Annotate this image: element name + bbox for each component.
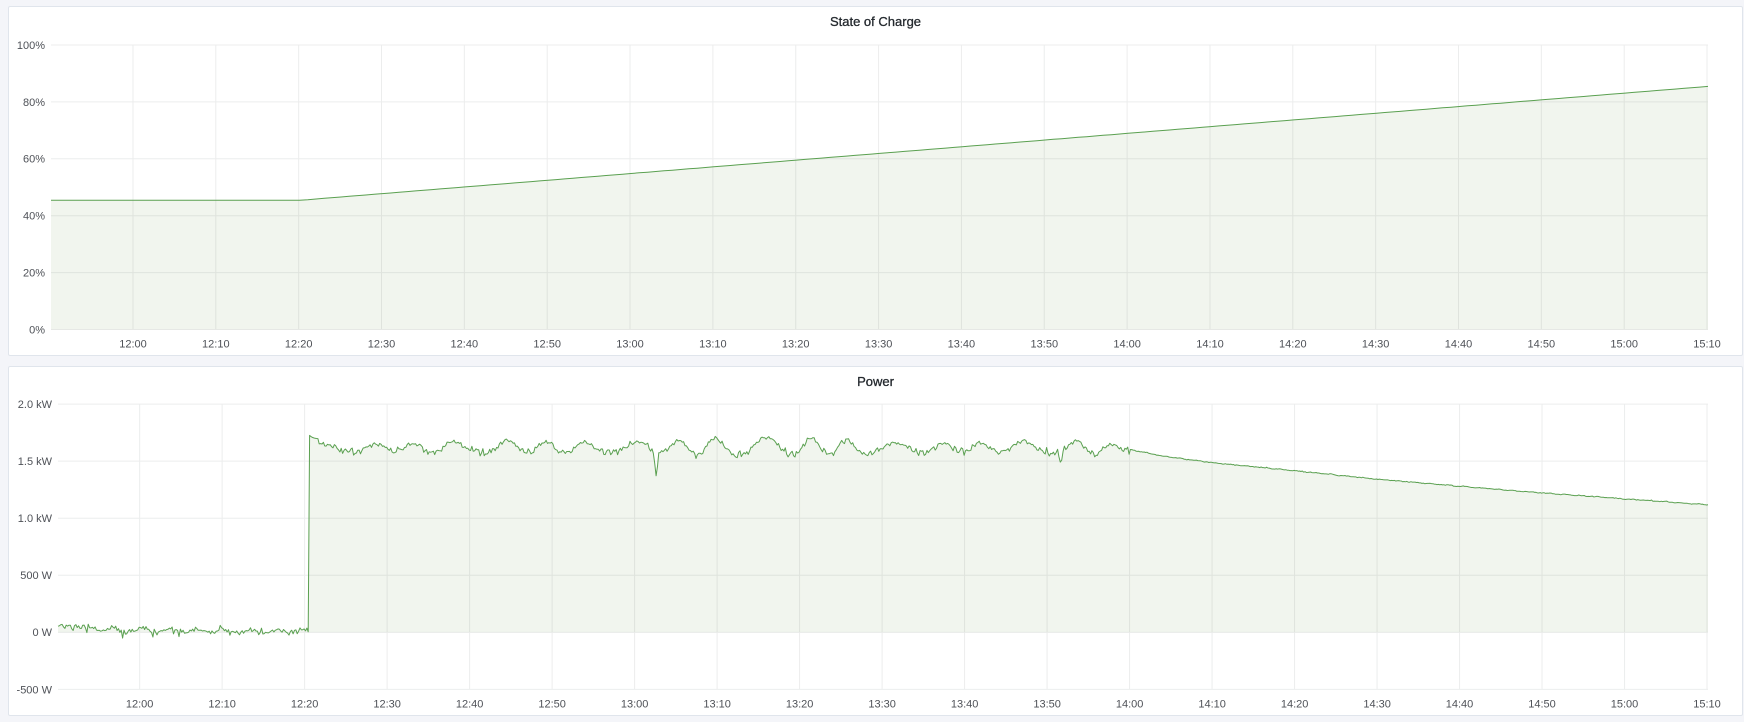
svg-text:14:50: 14:50 (1528, 698, 1556, 710)
svg-text:13:00: 13:00 (616, 339, 644, 351)
svg-text:15:10: 15:10 (1693, 339, 1721, 351)
svg-text:0%: 0% (29, 324, 45, 336)
svg-text:14:10: 14:10 (1196, 339, 1224, 351)
svg-text:12:20: 12:20 (291, 698, 319, 710)
svg-text:1.5 kW: 1.5 kW (18, 456, 53, 468)
svg-text:14:10: 14:10 (1198, 698, 1226, 710)
svg-text:12:10: 12:10 (202, 339, 230, 351)
svg-text:13:50: 13:50 (1031, 339, 1059, 351)
svg-text:12:00: 12:00 (119, 339, 147, 351)
svg-text:13:10: 13:10 (703, 698, 731, 710)
svg-text:12:30: 12:30 (373, 698, 401, 710)
svg-text:12:20: 12:20 (285, 339, 313, 351)
svg-text:2.0 kW: 2.0 kW (18, 399, 53, 411)
svg-text:15:10: 15:10 (1693, 698, 1721, 710)
svg-text:60%: 60% (23, 154, 45, 166)
svg-text:13:30: 13:30 (868, 698, 896, 710)
svg-text:14:50: 14:50 (1528, 339, 1556, 351)
svg-text:20%: 20% (23, 268, 45, 280)
svg-text:14:30: 14:30 (1363, 698, 1391, 710)
svg-text:13:10: 13:10 (699, 339, 727, 351)
svg-text:14:00: 14:00 (1116, 698, 1144, 710)
svg-text:13:20: 13:20 (786, 698, 814, 710)
svg-text:14:20: 14:20 (1281, 698, 1309, 710)
svg-text:13:40: 13:40 (948, 339, 976, 351)
svg-text:15:00: 15:00 (1611, 698, 1639, 710)
svg-text:13:40: 13:40 (951, 698, 979, 710)
svg-text:14:20: 14:20 (1279, 339, 1307, 351)
svg-text:13:30: 13:30 (865, 339, 893, 351)
svg-text:13:50: 13:50 (1033, 698, 1061, 710)
svg-text:500 W: 500 W (20, 570, 52, 582)
svg-text:12:50: 12:50 (533, 339, 561, 351)
svg-text:14:00: 14:00 (1113, 339, 1141, 351)
svg-text:12:10: 12:10 (208, 698, 236, 710)
svg-text:-500 W: -500 W (17, 684, 53, 696)
svg-text:12:00: 12:00 (126, 698, 154, 710)
svg-text:12:40: 12:40 (456, 698, 484, 710)
svg-text:40%: 40% (23, 211, 45, 223)
svg-text:12:50: 12:50 (538, 698, 566, 710)
svg-text:12:40: 12:40 (451, 339, 479, 351)
svg-text:15:00: 15:00 (1610, 339, 1638, 351)
svg-text:80%: 80% (23, 97, 45, 109)
svg-text:13:20: 13:20 (782, 339, 810, 351)
svg-text:0 W: 0 W (32, 627, 52, 639)
svg-text:14:30: 14:30 (1362, 339, 1390, 351)
svg-text:14:40: 14:40 (1446, 698, 1474, 710)
svg-text:13:00: 13:00 (621, 698, 649, 710)
svg-text:1.0 kW: 1.0 kW (18, 513, 53, 525)
svg-text:14:40: 14:40 (1445, 339, 1473, 351)
svg-text:12:30: 12:30 (368, 339, 396, 351)
svg-text:100%: 100% (17, 40, 45, 52)
